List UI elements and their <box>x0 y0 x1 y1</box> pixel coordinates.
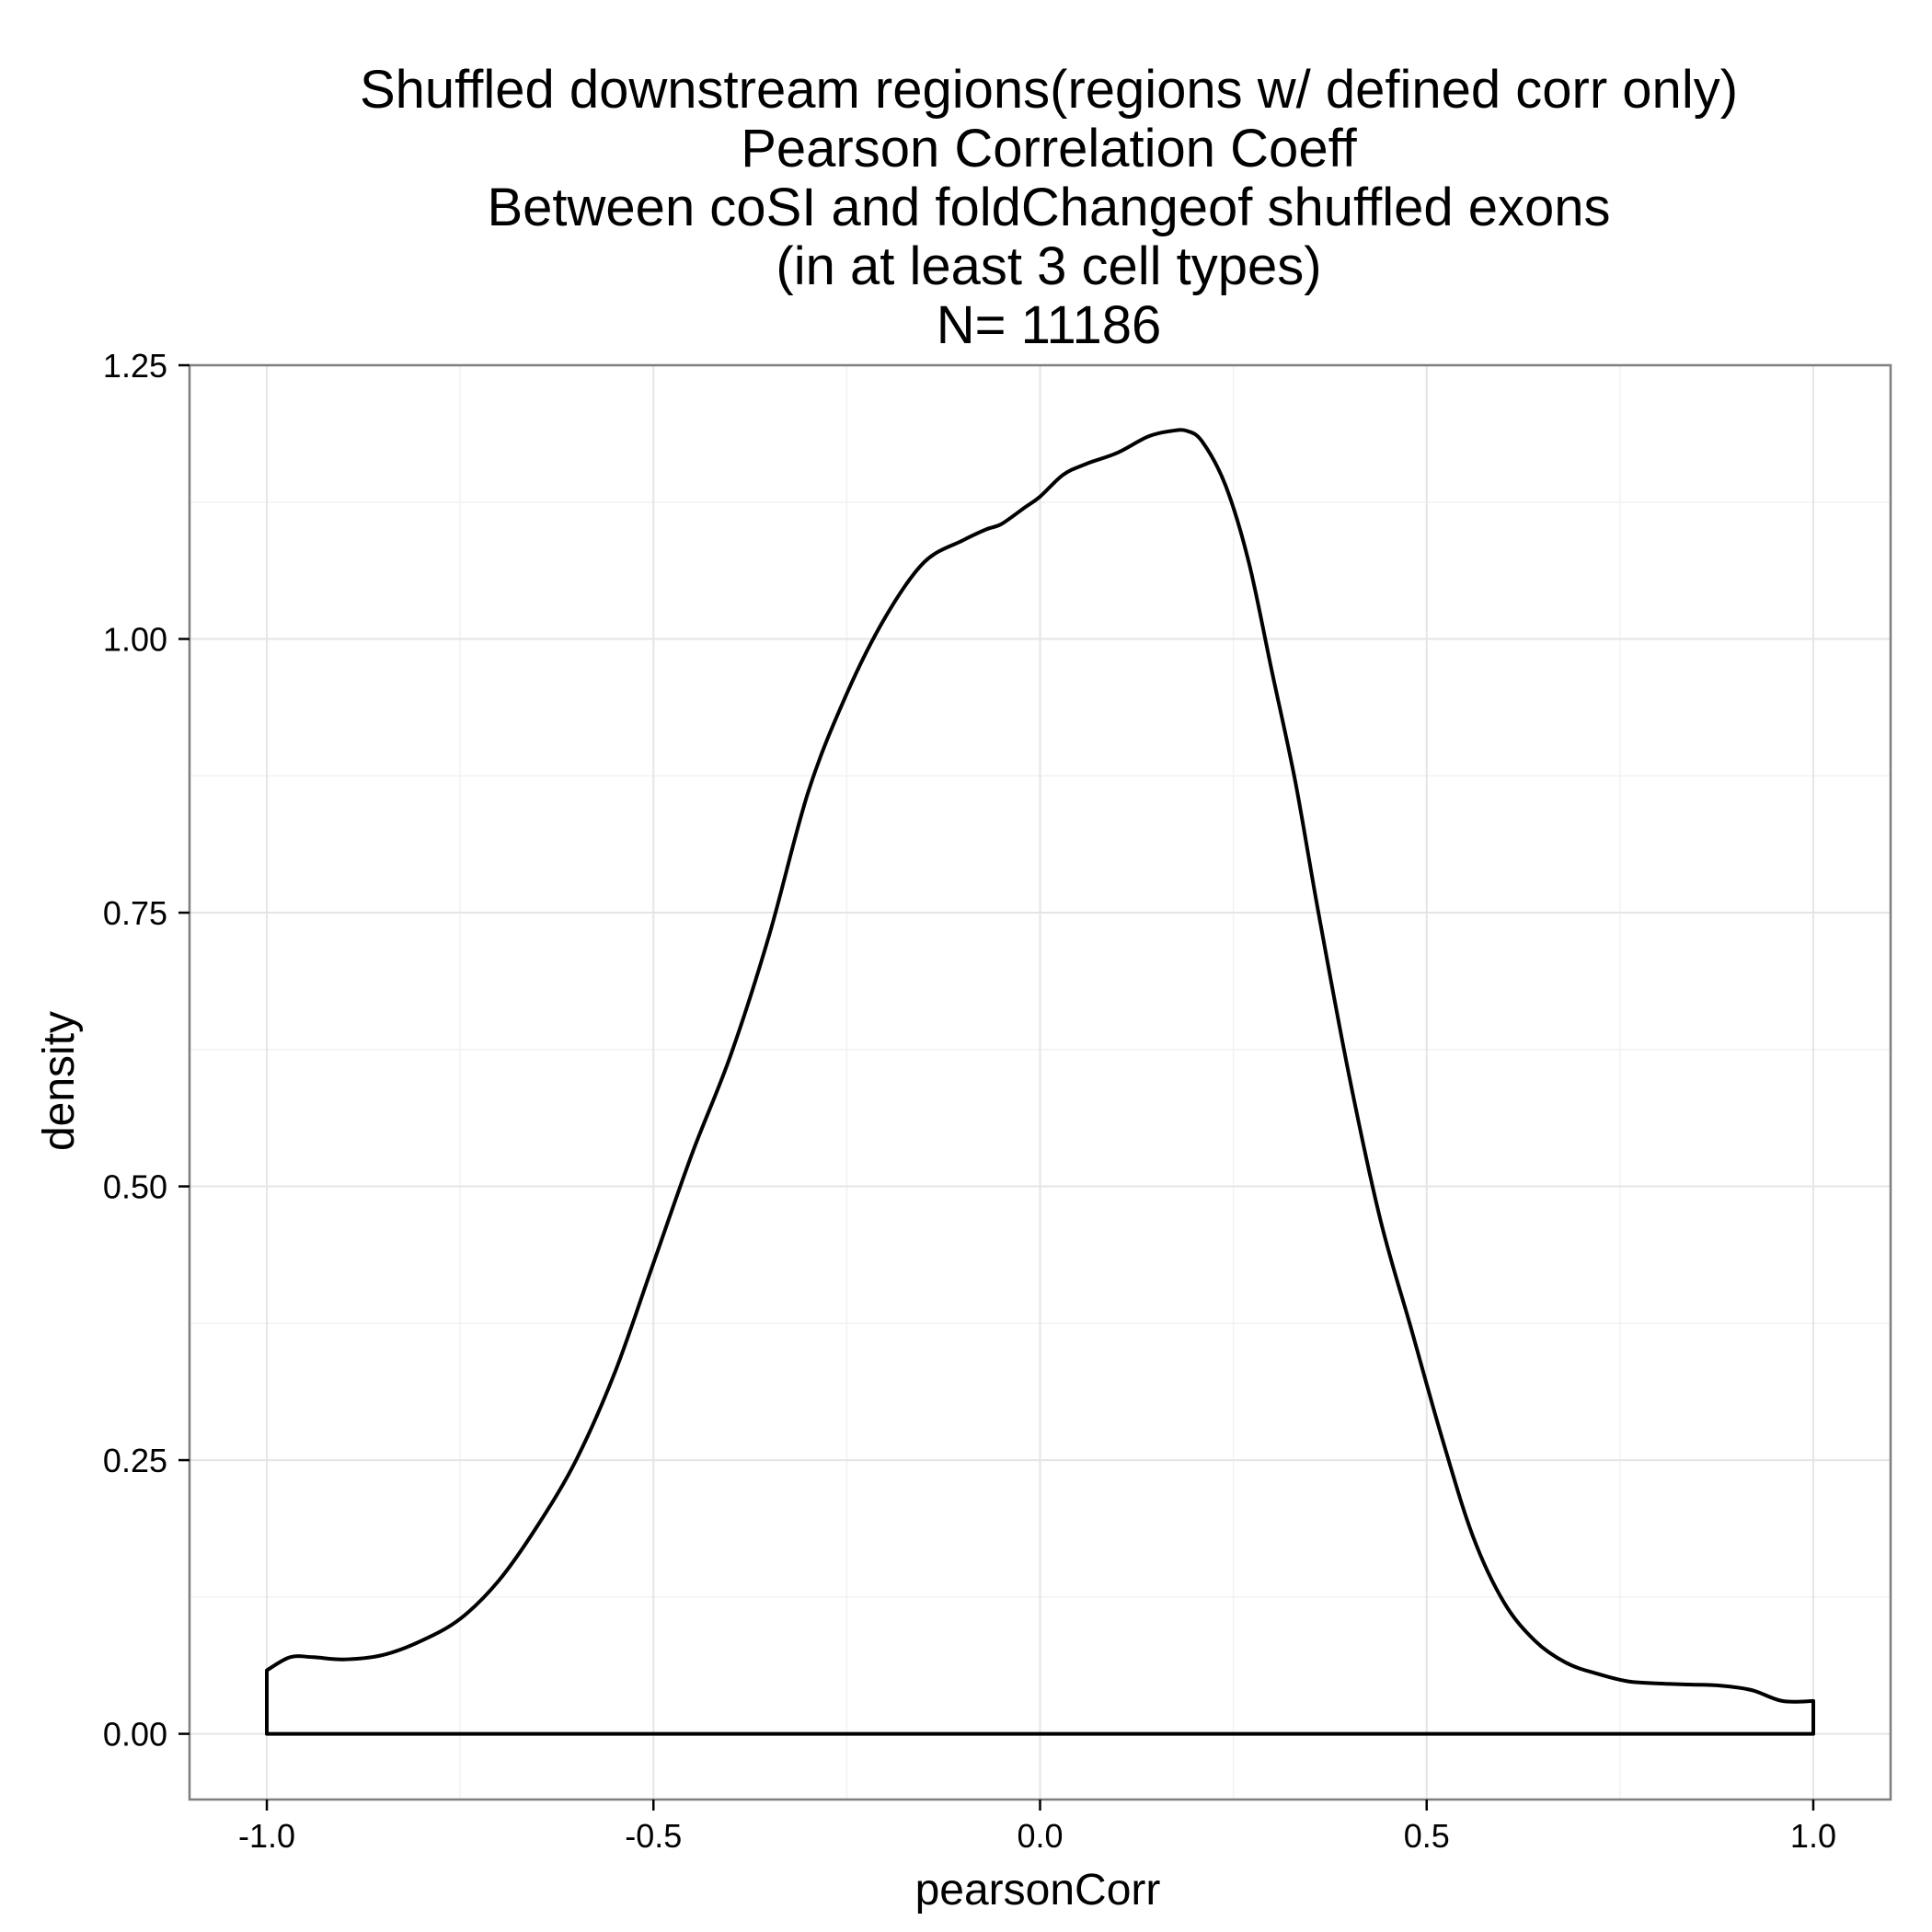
x-tick-label: 0.5 <box>1404 1817 1450 1855</box>
y-tick-label: 1.25 <box>103 347 167 385</box>
chart-title-line-4: (in at least 3 cell types) <box>776 236 1321 296</box>
x-tick-label: -0.5 <box>625 1817 682 1855</box>
x-tick-label: 1.0 <box>1790 1817 1836 1855</box>
density-curve <box>265 428 1815 1736</box>
y-tick-label: 0.25 <box>103 1442 167 1479</box>
y-tick-label: 1.00 <box>103 621 167 659</box>
chart-title-line-2: Pearson Correlation Coeff <box>741 119 1357 178</box>
x-axis: -1.0 -0.5 0.0 0.5 1.0 <box>238 1800 1836 1855</box>
chart-title: Shuffled downstream regions(regions w/ d… <box>360 60 1738 355</box>
x-tick-label: 0.0 <box>1017 1817 1063 1855</box>
y-tick-label: 0.00 <box>103 1716 167 1754</box>
x-axis-title: pearsonCorr <box>915 1866 1161 1915</box>
y-axis-title: density <box>35 1011 84 1151</box>
y-tick-label: 0.50 <box>103 1168 167 1206</box>
chart-title-line-3: Between coSI and foldChangeof shuffled e… <box>487 178 1610 237</box>
y-axis: 0.00 0.25 0.50 0.75 1.00 1.25 <box>103 347 190 1754</box>
density-series <box>265 428 1815 1736</box>
chart-title-line-5: N= 11186 <box>937 295 1162 355</box>
x-tick-label: -1.0 <box>238 1817 295 1855</box>
chart-title-line-1: Shuffled downstream regions(regions w/ d… <box>360 60 1738 120</box>
y-tick-label: 0.75 <box>103 894 167 932</box>
